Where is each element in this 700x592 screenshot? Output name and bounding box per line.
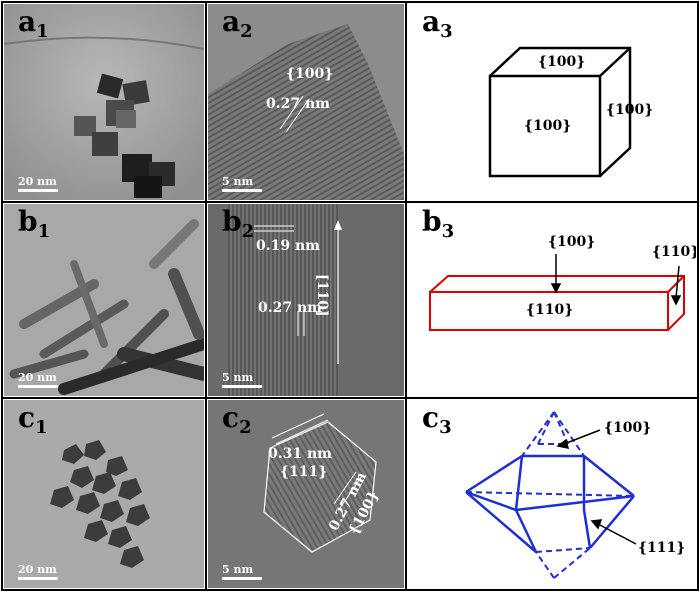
tem-particles-c1 — [4, 400, 204, 588]
panel-b2-hrtem-image: b2 0.19 nm 0.27 nm [110] 5 nm — [208, 204, 404, 396]
label-a1: a1 — [18, 5, 49, 42]
panel-a1-tem-image: a1 20 nm — [4, 4, 204, 200]
spacing-label-c2-top: 0.31 nm — [268, 446, 332, 462]
spacing-label-b2-mid: 0.27 nm — [258, 300, 322, 316]
cube-front-facet: {100} — [524, 118, 572, 134]
panel-b1-tem-image: b1 20 nm — [4, 204, 204, 396]
tem-particles-a1 — [4, 4, 204, 200]
rod-top-facet: {100} — [548, 234, 596, 250]
scale-bar-a2: 5 nm — [222, 175, 262, 192]
facet-label-a2: {100} — [286, 66, 334, 82]
scale-bar-c1: 20 nm — [18, 563, 58, 580]
label-a2: a2 — [222, 5, 253, 42]
rod-end-facet: {110} — [652, 244, 696, 260]
label-a3: a3 — [422, 5, 453, 42]
scale-bar-a1: 20 nm — [18, 175, 58, 192]
facet-label-c2-top: {111} — [280, 464, 328, 480]
label-c3: c3 — [422, 401, 452, 438]
rod-front-facet: {110} — [526, 302, 574, 318]
panel-c3-octahedron-diagram: c3 — [408, 400, 696, 588]
panel-c1-tem-image: c1 20 nm — [4, 400, 204, 588]
tem-rods-b1 — [4, 204, 204, 396]
panel-c2-hrtem-image: c2 0.31 nm {111} 0.27 nm {100} 5 nm — [208, 400, 404, 588]
label-b1: b1 — [18, 205, 51, 242]
label-b2: b2 — [222, 205, 255, 242]
label-b3: b3 — [422, 205, 455, 242]
cube-top-facet: {100} — [538, 54, 586, 70]
lattice-fringes-c2 — [208, 400, 404, 588]
scale-bar-b1: 20 nm — [18, 371, 58, 388]
lattice-fringes-a2 — [208, 4, 404, 200]
spacing-label-a2: 0.27 nm — [266, 96, 330, 112]
lattice-fringes-b2 — [208, 204, 404, 396]
rod-shape — [429, 254, 685, 331]
spacing-label-b2-top: 0.19 nm — [256, 238, 320, 254]
panel-a3-cube-diagram: a3 {100} {100} {100} — [408, 4, 696, 200]
octa-facet-111: {111} — [638, 540, 686, 556]
scale-bar-b2: 5 nm — [222, 371, 262, 388]
scale-bar-c2: 5 nm — [222, 563, 262, 580]
truncated-octahedron-shape — [465, 411, 637, 579]
octa-facet-100: {100} — [604, 420, 652, 436]
cube-side-facet: {100} — [606, 102, 654, 118]
label-c1: c1 — [18, 401, 48, 438]
cube-shape — [488, 46, 632, 178]
label-c2: c2 — [222, 401, 252, 438]
panel-a2-hrtem-image: a2 {100} 0.27 nm 5 nm — [208, 4, 404, 200]
panel-b3-rod-diagram: b3 {100} {110} {110} — [408, 204, 696, 396]
